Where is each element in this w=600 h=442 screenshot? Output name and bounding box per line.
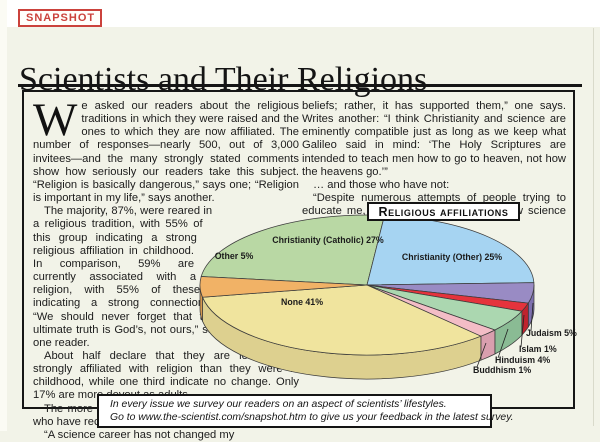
footer-note: In every issue we survey our readers on …: [97, 394, 514, 428]
body-paragraph: beliefs; rather, it has supported them,”…: [302, 100, 566, 178]
page-edge-line: [593, 28, 594, 426]
chart-title-box: Religious affiliations: [367, 202, 520, 221]
pie-label-islam: Islam 1%: [519, 344, 557, 354]
footer-line-2: Go to www.the-scientist.com/snapshot.htm…: [110, 411, 514, 423]
pie-leader-line: [530, 302, 534, 332]
footer-line-1: In every issue we survey our readers on …: [110, 399, 447, 410]
pie-slice-christianity-other: [366, 215, 535, 286]
title-rule: [18, 84, 582, 87]
pie-leader-line: [497, 328, 509, 359]
body-paragraph: … and those who have not:: [313, 178, 450, 191]
page-left-margin: [0, 0, 7, 431]
pie-label-buddhism: Buddhism 1%: [473, 365, 531, 375]
pie-leader-line: [520, 314, 525, 348]
pie-label-christianity-catholic: Christianity (Catholic) 27%: [272, 235, 384, 245]
body-paragraph: The majority, 87%, were reared in a reli…: [33, 205, 226, 349]
paragraph-text: e asked our readers about the religious …: [33, 100, 299, 205]
pie-label-none: None 41%: [281, 297, 323, 307]
pie-leader-line: [476, 342, 487, 368]
snapshot-badge: SNAPSHOT: [18, 9, 103, 27]
body-paragraph: About half declare that they are less st…: [33, 349, 299, 402]
pie-slice-none: [202, 284, 482, 356]
dropcap: W: [33, 94, 78, 146]
pie-chart: Christianity (Catholic) 27% Christianity …: [199, 214, 577, 380]
pie-slice-other: [199, 276, 368, 298]
pie-label-hinduism: Hinduism 4%: [495, 355, 550, 365]
pie-label-christianity-other: Christianity (Other) 25%: [402, 252, 502, 262]
pie-label-other: Other 5%: [215, 251, 254, 261]
pie-label-judaism: Judaism 5%: [526, 328, 577, 338]
pie-slice-christianity-catholic: [200, 214, 385, 286]
chart-title: Religious affiliations: [378, 204, 509, 219]
